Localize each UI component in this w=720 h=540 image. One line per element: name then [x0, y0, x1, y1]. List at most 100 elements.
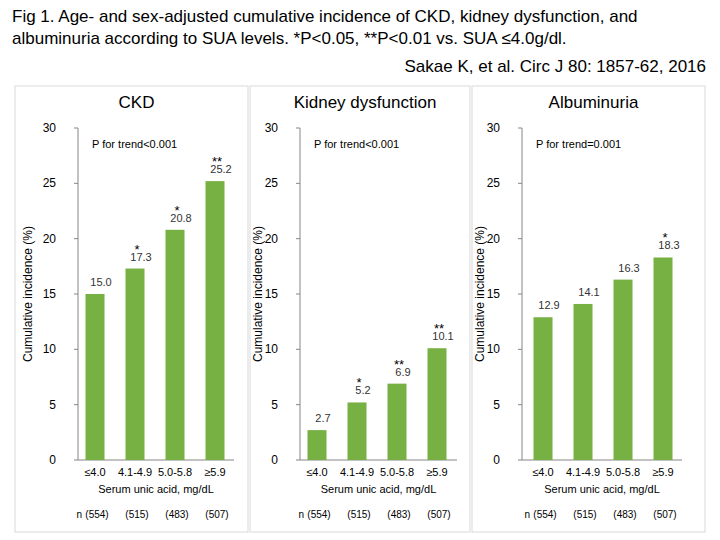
n-label: n: [524, 509, 530, 520]
y-tick-label: 25: [43, 176, 57, 190]
bar: [166, 230, 185, 460]
bars: [86, 181, 225, 460]
chart-title: Albuminuria: [549, 93, 639, 112]
bar: [534, 317, 553, 460]
y-tick-label: 5: [493, 398, 500, 412]
citation: Sakae K, et al. Circ J 80: 1857-62, 2016: [405, 56, 706, 78]
bars: [308, 348, 447, 460]
sample-size: (483): [387, 509, 410, 520]
y-tick: [74, 460, 78, 461]
y-tick-label: 0: [493, 453, 500, 467]
x-tick-label: ≥5.9: [204, 466, 225, 478]
p-trend: P for trend<0.001: [92, 138, 177, 150]
y-tick: [518, 404, 522, 405]
bar: [654, 257, 673, 460]
x-tick-label: 5.0-5.8: [606, 466, 640, 478]
chart-panel: Kidney dysfunction051015202530Cumulative…: [250, 86, 470, 532]
bar: [308, 430, 327, 460]
panel-frame: [15, 86, 248, 532]
y-tick-label: 25: [265, 176, 279, 190]
y-tick-label: 20: [265, 232, 279, 246]
sample-size: (515): [573, 509, 596, 520]
y-tick: [74, 294, 78, 295]
y-tick: [518, 349, 522, 350]
y-tick-label: 10: [265, 342, 279, 356]
sample-size: (507): [205, 509, 228, 520]
y-tick: [518, 294, 522, 295]
data-label: 12.9: [538, 299, 559, 311]
charts: CKD 0 5 10 15 20 25 30 Cumulative incidence (%) P…: [0, 0, 720, 540]
y-tick-label: 10: [487, 342, 501, 356]
significance: *: [174, 203, 179, 218]
p-trend: P for trend<0.001: [314, 138, 399, 150]
bar: [614, 280, 633, 460]
figure: Fig 1. Age- and sex-adjusted cumulative …: [0, 0, 720, 540]
x-axis-label: Serum unic acid, mg/dL: [98, 483, 214, 495]
y-tick: [518, 460, 522, 461]
p-trend: P for trend=0.001: [536, 138, 621, 150]
x-tick-label: ≥5.9: [426, 466, 447, 478]
y-tick: [74, 349, 78, 350]
y-tick-label: 30: [265, 121, 279, 135]
sample-size: (515): [347, 509, 370, 520]
y-tick-label: 15: [43, 287, 57, 301]
y-tick-label: 15: [487, 287, 501, 301]
x-axis-label: Serum unic acid, mg/dL: [544, 483, 660, 495]
bar: [574, 304, 593, 460]
chart-title: CKD: [119, 93, 155, 112]
x-tick-label: ≤4.0: [84, 466, 105, 478]
bar: [348, 402, 367, 460]
significance: **: [394, 357, 404, 372]
x-axis-label: Serum unic acid, mg/dL: [321, 483, 437, 495]
sample-size: (554): [85, 509, 108, 520]
y-tick: [74, 404, 78, 405]
bar: [86, 294, 105, 460]
significance: **: [212, 154, 222, 169]
x-tick-label: 4.1-4.9: [340, 466, 374, 478]
data-label: 2.7: [315, 412, 330, 424]
panel-frame: [250, 86, 470, 532]
chart-panel: CKD 0 5 10 15 20 25 30 Cumulative incidence (%) P…: [15, 86, 248, 532]
data-label: 16.3: [618, 262, 639, 274]
bar: [206, 181, 225, 460]
n-label: n: [76, 509, 82, 520]
y-tick: [296, 349, 300, 350]
x-tick-label: 5.0-5.8: [158, 466, 192, 478]
sample-size: (554): [533, 509, 556, 520]
x-tick-label: 5.0-5.8: [380, 466, 414, 478]
y-tick-label: 25: [487, 176, 501, 190]
y-axis-label: Cumulative incidence (%): [251, 226, 265, 362]
y-tick: [296, 238, 300, 239]
y-tick-label: 0: [271, 453, 278, 467]
y-tick: [296, 128, 300, 129]
significance: *: [356, 375, 361, 390]
y-tick-label: 0: [49, 453, 56, 467]
bar: [428, 348, 447, 460]
y-tick-label: 20: [487, 232, 501, 246]
y-tick: [518, 183, 522, 184]
x-tick-label: ≤4.0: [306, 466, 327, 478]
y-tick: [296, 460, 300, 461]
sample-size: (483): [613, 509, 636, 520]
n-label: n: [298, 509, 304, 520]
bar: [126, 269, 145, 460]
y-tick: [518, 238, 522, 239]
x-tick-label: 4.1-4.9: [566, 466, 600, 478]
x-tick-label: ≤4.0: [532, 466, 553, 478]
y-tick: [74, 128, 78, 129]
y-tick-label: 5: [271, 398, 278, 412]
y-tick-label: 5: [49, 398, 56, 412]
data-label: 15.0: [90, 276, 111, 288]
panel-frame: [472, 86, 705, 532]
sample-size: (515): [125, 509, 148, 520]
y-tick-label: 20: [43, 232, 57, 246]
bars: [534, 257, 673, 460]
y-axis-label: Cumulative incidence (%): [21, 226, 35, 362]
y-tick-label: 10: [43, 342, 57, 356]
y-tick: [74, 183, 78, 184]
sample-size: (554): [307, 509, 330, 520]
sample-size: (483): [165, 509, 188, 520]
y-tick-label: 30: [43, 121, 57, 135]
y-tick: [296, 404, 300, 405]
y-tick-label: 30: [487, 121, 501, 135]
